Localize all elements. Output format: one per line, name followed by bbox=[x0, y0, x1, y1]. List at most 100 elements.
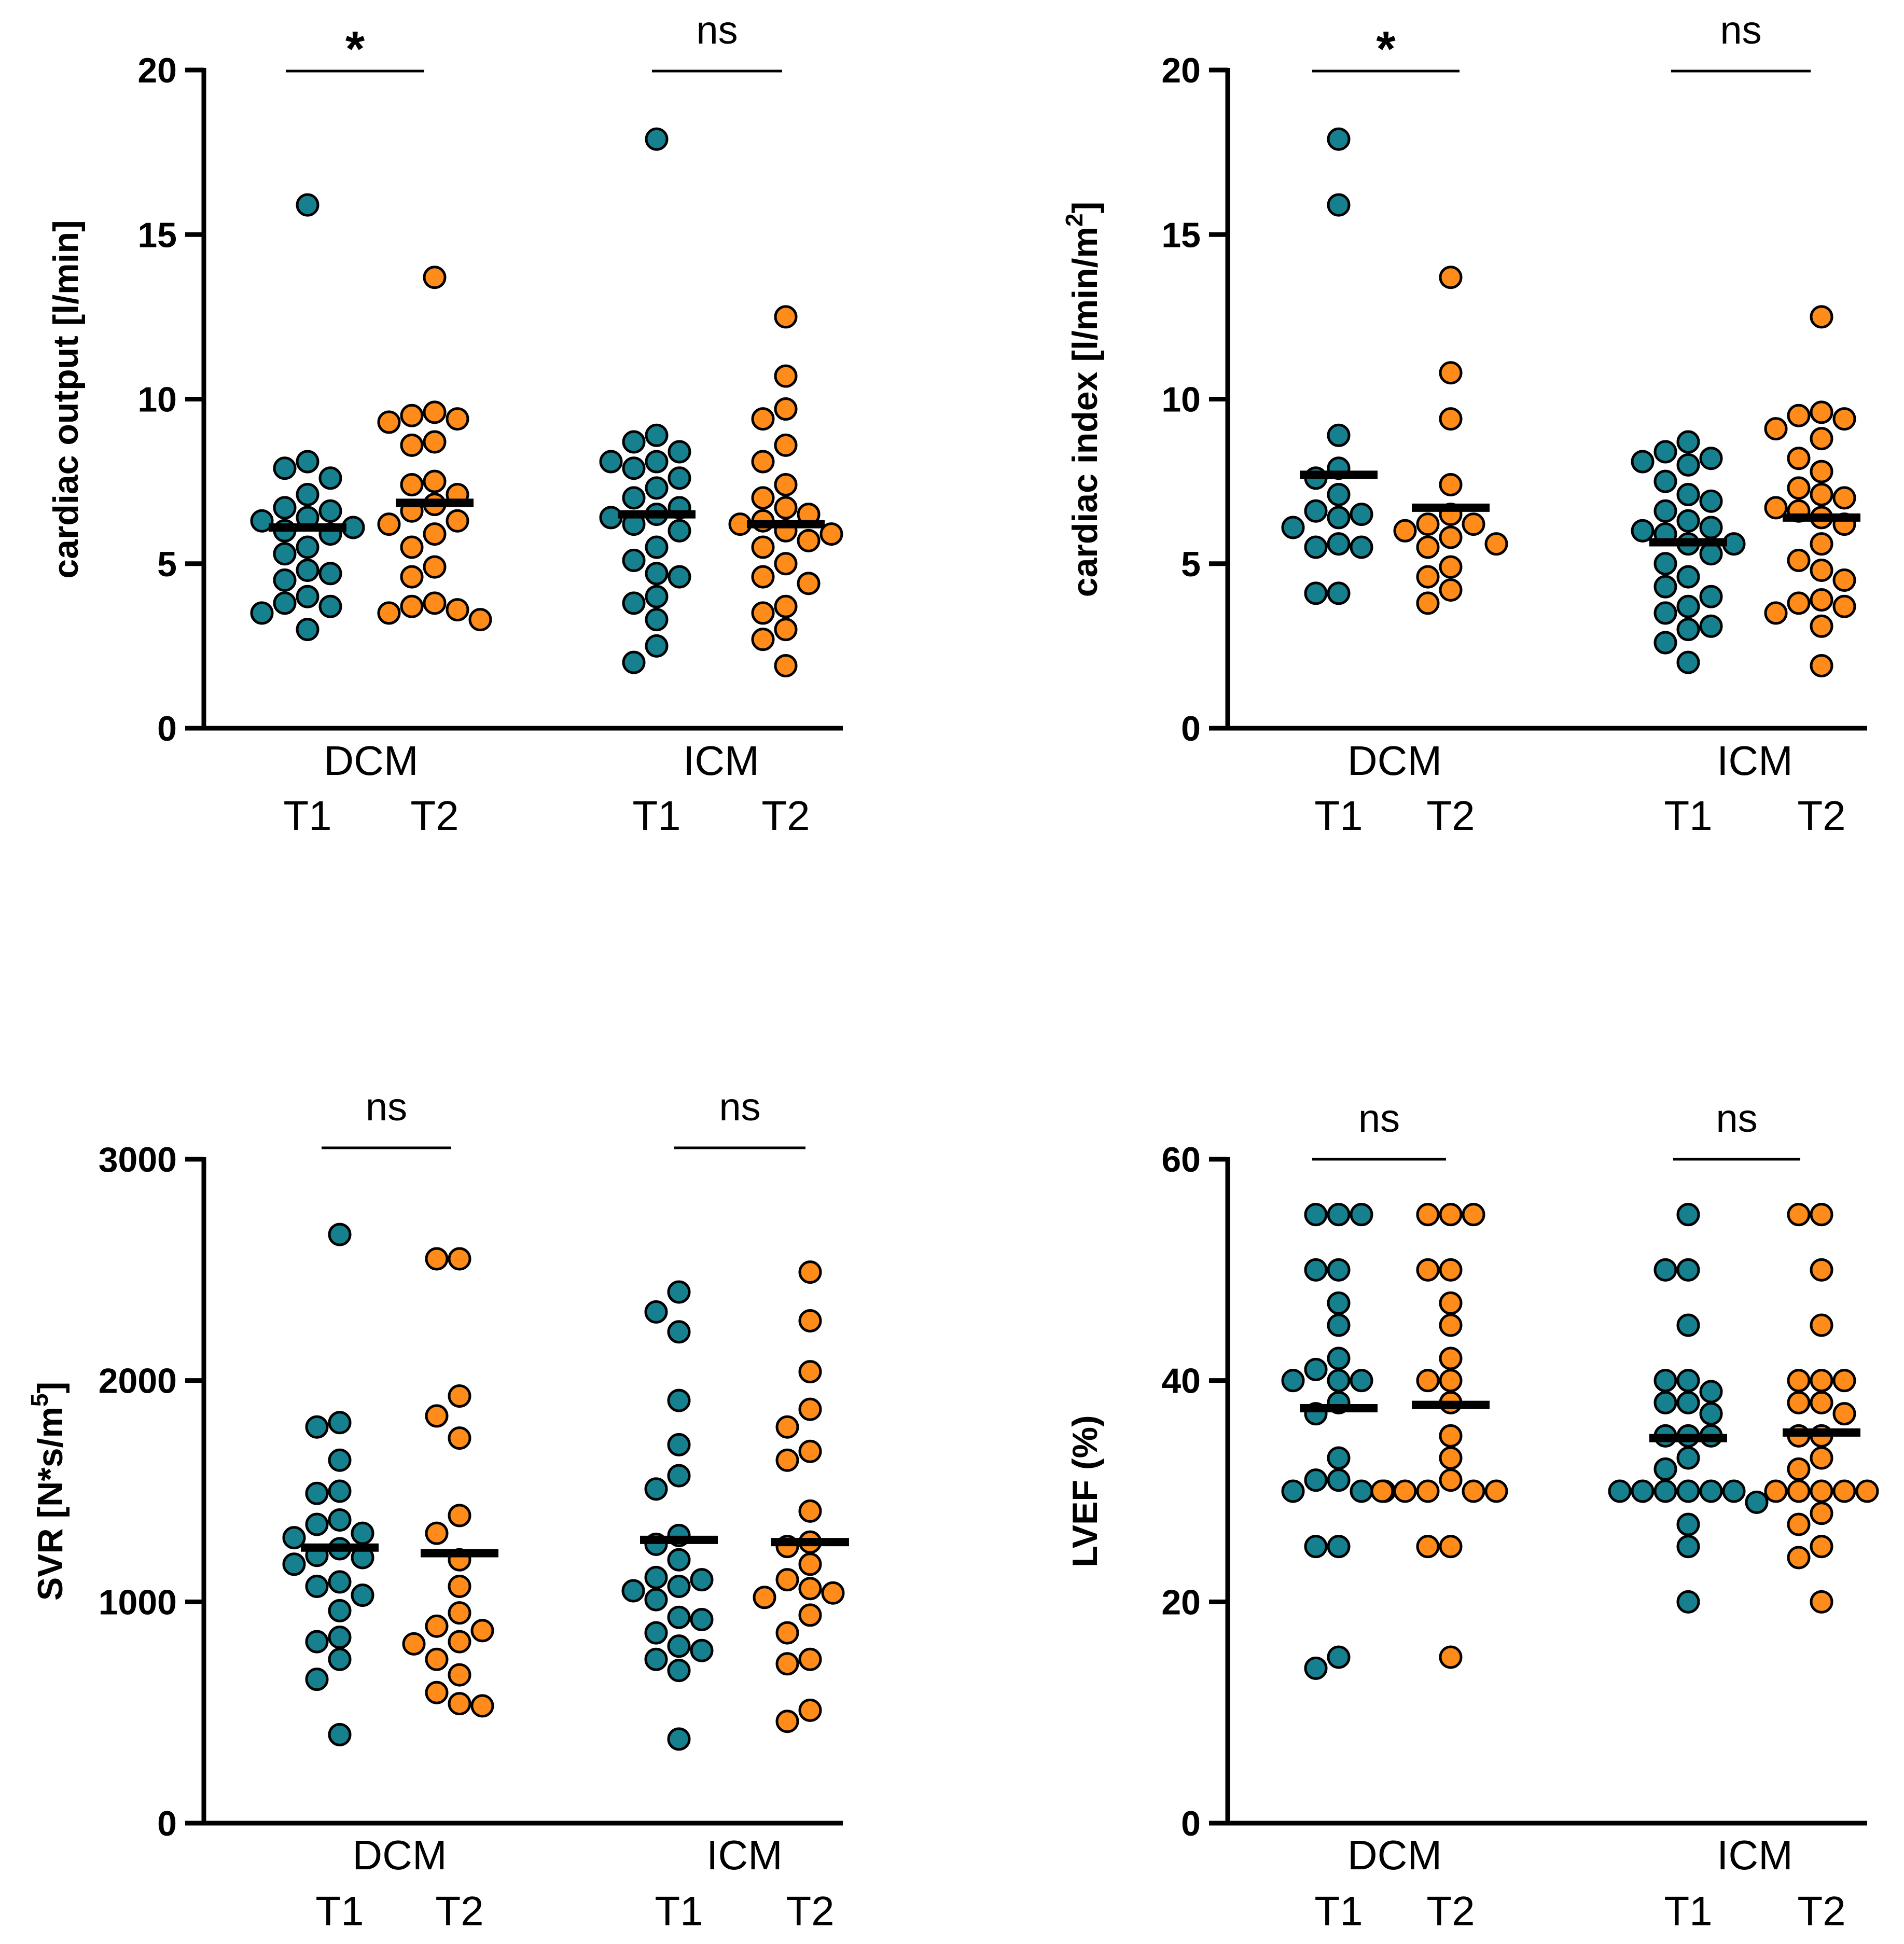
data-point bbox=[1416, 565, 1440, 589]
data-point bbox=[1327, 1446, 1351, 1470]
data-point bbox=[1699, 1380, 1723, 1404]
group-label-dcm: DCM bbox=[324, 738, 418, 784]
data-point bbox=[1764, 417, 1788, 441]
data-point bbox=[1327, 1369, 1351, 1393]
data-point bbox=[1764, 496, 1788, 520]
data-point bbox=[1327, 193, 1351, 217]
data-point bbox=[1787, 591, 1811, 615]
series-label-t2: T2 bbox=[1426, 793, 1475, 839]
data-point bbox=[1676, 565, 1700, 589]
data-point bbox=[667, 1280, 691, 1304]
data-point bbox=[1787, 548, 1811, 572]
y-axis-label: cardiac index [l/min/m2] bbox=[1061, 202, 1105, 597]
data-point bbox=[1699, 542, 1723, 566]
data-point bbox=[667, 1464, 691, 1488]
data-point bbox=[1439, 555, 1463, 579]
data-point bbox=[296, 483, 319, 507]
data-point bbox=[645, 127, 669, 151]
y-tick-label: 0 bbox=[1181, 709, 1201, 748]
data-point bbox=[1653, 575, 1677, 599]
data-point bbox=[622, 430, 646, 454]
data-point bbox=[667, 1574, 691, 1598]
data-point bbox=[273, 542, 297, 566]
data-point bbox=[296, 193, 319, 217]
data-point bbox=[1787, 1391, 1811, 1414]
data-point bbox=[644, 1588, 668, 1612]
data-point bbox=[622, 456, 646, 480]
data-point bbox=[690, 1568, 714, 1592]
data-point bbox=[667, 1634, 691, 1658]
data-point bbox=[1653, 631, 1677, 655]
data-point bbox=[1653, 1369, 1677, 1393]
data-point bbox=[1439, 1346, 1463, 1370]
y-tick-label: 1000 bbox=[99, 1582, 177, 1622]
data-point bbox=[1439, 1446, 1463, 1470]
data-point bbox=[644, 1621, 668, 1645]
data-point bbox=[1350, 535, 1373, 559]
data-point bbox=[774, 364, 798, 388]
data-point bbox=[1439, 1258, 1463, 1282]
data-point bbox=[1676, 509, 1700, 533]
data-point bbox=[753, 1586, 776, 1609]
group-label-dcm: DCM bbox=[352, 1832, 447, 1878]
series-label-t2: T2 bbox=[1797, 793, 1845, 839]
data-point bbox=[446, 598, 469, 622]
significance-label: ns bbox=[719, 1085, 760, 1129]
data-point bbox=[400, 473, 424, 496]
data-point bbox=[645, 476, 669, 500]
data-point bbox=[622, 650, 646, 674]
significance-label: * bbox=[1376, 21, 1396, 77]
data-point bbox=[1304, 1468, 1328, 1492]
data-point bbox=[1832, 407, 1856, 431]
data-point bbox=[1416, 1535, 1440, 1559]
data-point bbox=[400, 535, 424, 559]
data-point bbox=[1745, 1490, 1769, 1514]
series-label-t1: T1 bbox=[283, 793, 331, 839]
data-point bbox=[1810, 1258, 1833, 1282]
y-axis-label-text: LVEF (%) bbox=[1065, 1415, 1105, 1567]
data-point bbox=[798, 1499, 822, 1523]
data-point bbox=[1653, 440, 1677, 464]
data-point bbox=[448, 1247, 471, 1271]
data-point bbox=[1810, 558, 1833, 582]
y-tick-label: 3000 bbox=[99, 1140, 177, 1179]
data-point bbox=[1676, 1479, 1700, 1503]
data-point bbox=[1327, 127, 1351, 151]
data-point bbox=[318, 594, 342, 618]
data-point bbox=[250, 601, 274, 625]
data-point bbox=[1327, 1468, 1351, 1492]
data-point bbox=[1699, 489, 1723, 513]
data-point bbox=[622, 486, 646, 510]
y-tick-label: 15 bbox=[1161, 215, 1201, 255]
data-point bbox=[318, 499, 342, 523]
data-point bbox=[1787, 1512, 1811, 1536]
data-point bbox=[1653, 1479, 1677, 1503]
data-point bbox=[774, 397, 798, 421]
data-point bbox=[425, 1521, 449, 1545]
y-tick-label: 0 bbox=[157, 709, 177, 748]
data-point bbox=[1631, 1479, 1655, 1503]
data-point bbox=[775, 1652, 799, 1676]
data-point bbox=[1810, 1369, 1833, 1393]
data-point bbox=[1304, 1258, 1328, 1282]
data-point bbox=[1462, 1203, 1485, 1227]
data-point bbox=[1764, 1479, 1788, 1503]
data-point bbox=[798, 1552, 822, 1576]
data-point bbox=[1810, 1590, 1833, 1614]
series-label-t1: T1 bbox=[1314, 793, 1363, 839]
series-label-t1: T1 bbox=[632, 793, 680, 839]
data-point bbox=[425, 1404, 449, 1428]
data-point bbox=[1327, 1346, 1351, 1370]
data-point bbox=[328, 1647, 352, 1671]
series-label-t2: T2 bbox=[435, 1888, 483, 1934]
data-point bbox=[468, 608, 492, 632]
data-point bbox=[1810, 305, 1833, 329]
data-point bbox=[273, 591, 297, 615]
data-point bbox=[423, 591, 447, 615]
data-point bbox=[1699, 1479, 1723, 1503]
data-point bbox=[775, 1710, 799, 1733]
data-point bbox=[400, 404, 424, 427]
data-point bbox=[1350, 1479, 1373, 1503]
data-point bbox=[1787, 404, 1811, 427]
